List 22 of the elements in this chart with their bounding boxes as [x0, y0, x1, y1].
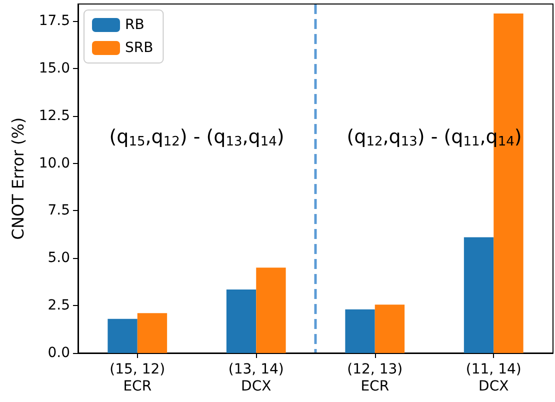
bar [256, 268, 286, 353]
y-tick-label: 15.0 [38, 60, 70, 76]
x-tick-label: (12, 13) ECR [347, 362, 403, 394]
y-tick-label: 17.5 [38, 13, 70, 30]
y-tick-label: 2.5 [48, 298, 70, 314]
y-tick-label: 7.5 [48, 202, 70, 219]
y-axis-title: CNOT Error (%) [8, 117, 28, 240]
y-tick-label: 0.0 [48, 345, 70, 361]
y-tick-label: 12.5 [38, 108, 70, 124]
x-tick-label: (15, 12) ECR [110, 362, 166, 394]
bar [464, 237, 494, 353]
y-tick-label: 10.0 [38, 155, 70, 172]
bar [108, 318, 138, 353]
x-tick-label: (13, 14) DCX [228, 362, 284, 394]
bar [137, 313, 168, 353]
legend-label: SRB [125, 40, 154, 56]
legend-label: RB [125, 17, 144, 33]
bar [345, 309, 375, 353]
bar [374, 304, 405, 353]
x-tick-label: (11, 14) DCX [466, 362, 522, 394]
y-tick-label: 5.0 [48, 250, 70, 266]
bar [226, 289, 256, 353]
